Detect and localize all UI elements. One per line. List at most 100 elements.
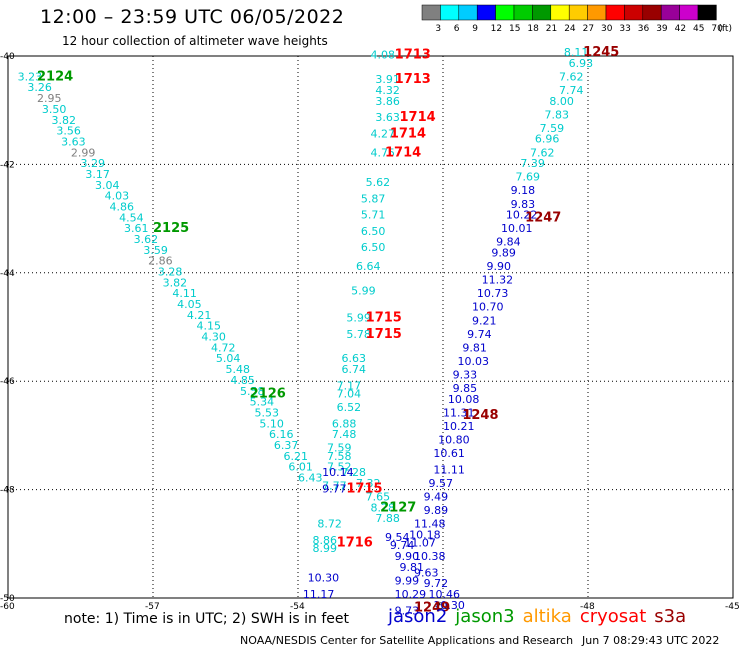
corner-tick-label: -60 — [0, 602, 15, 612]
swh-value-label: 9.90 — [487, 260, 512, 273]
swh-value-label: 7.39 — [520, 157, 545, 170]
swh-value-label: 6.50 — [361, 225, 386, 238]
colorbar-tick-label: 70 — [711, 24, 723, 34]
time-label: 1248 — [462, 408, 498, 423]
y-tick-label: -46 — [0, 377, 15, 387]
swh-value-label: 3.29 — [81, 157, 106, 170]
swh-value-label: 7.32 — [356, 477, 381, 490]
y-tick-label: -44 — [0, 269, 15, 279]
colorbar-swatch — [679, 4, 699, 21]
time-label: 1245 — [583, 45, 619, 60]
swh-value-label: 4.15 — [197, 320, 222, 333]
swh-value-label: 6.16 — [269, 428, 294, 441]
swh-value-label: 9.84 — [496, 236, 520, 249]
swh-value-label: 4.08 — [371, 49, 396, 62]
swh-value-label: 10.29 — [395, 588, 427, 601]
note-text: note: 1) Time is in UTC; 2) SWH is in fe… — [64, 611, 350, 627]
swh-value-label: 5.04 — [216, 352, 241, 365]
swh-value-label: 7.69 — [516, 171, 541, 184]
colorbar-tick-label: 36 — [638, 24, 650, 34]
swh-value-label: 6.52 — [337, 401, 362, 414]
swh-value-label: 3.23 — [18, 70, 42, 83]
swh-value-label: 6.21 — [284, 450, 309, 463]
colorbar-unit-label: (ft) — [718, 24, 732, 34]
swh-value-label: 9.89 — [491, 247, 516, 260]
time-label: 1715 — [366, 311, 402, 326]
colorbar-swatch — [476, 4, 496, 21]
swh-value-label: 10.70 — [472, 301, 504, 314]
colorbar-tick-label: 6 — [454, 24, 460, 34]
swh-value-label: 10.30 — [308, 572, 340, 585]
colorbar-swatch — [605, 4, 625, 21]
satellite-legend: jason2 jason3 altika cryosat s3a — [388, 606, 694, 627]
swh-value-label: 10.22 — [506, 209, 538, 222]
swh-value-label: 9.33 — [453, 368, 478, 381]
swh-value-label: 9.74 — [390, 539, 415, 552]
colorbar-tick-label: 21 — [546, 24, 557, 34]
swh-value-label: 5.10 — [259, 417, 284, 430]
swh-value-label: 9.54 — [385, 531, 410, 544]
swh-value-label: 9.89 — [424, 504, 449, 517]
swh-value-label: 4.11 — [172, 287, 197, 300]
swh-value-label: 9.85 — [453, 382, 478, 395]
page-subtitle: 12 hour collection of altimeter wave hei… — [62, 34, 328, 48]
colorbar-swatch — [421, 4, 441, 21]
swh-value-label: 5.58 — [240, 385, 265, 398]
swh-value-label: 9.90 — [395, 550, 420, 563]
swh-value-label: 3.28 — [158, 266, 183, 279]
swh-value-label: 11.32 — [482, 274, 513, 287]
swh-value-label: 9.74 — [467, 328, 492, 341]
swh-value-label: 2.86 — [148, 255, 173, 268]
swh-value-label: 9.63 — [414, 566, 439, 579]
swh-value-label: 3.63 — [61, 135, 86, 148]
footer-timestamp: Jun 7 08:29:43 UTC 2022 — [582, 634, 720, 647]
swh-value-label: 4.85 — [230, 374, 255, 387]
swh-value-label: 6.43 — [298, 471, 323, 484]
plot-frame — [7, 55, 734, 599]
time-label: 1713 — [395, 48, 431, 63]
time-label: 1715 — [346, 481, 382, 496]
swh-value-label: 5.48 — [226, 363, 251, 376]
swh-value-label: 7.88 — [375, 512, 400, 525]
colorbar-swatch — [697, 4, 717, 21]
swh-value-label: 6.63 — [342, 352, 367, 365]
swh-value-label: 3.82 — [52, 114, 77, 127]
time-label: 1714 — [400, 110, 436, 125]
swh-value-label: 5.53 — [255, 406, 280, 419]
swh-value-label: 10.73 — [477, 287, 509, 300]
colorbar-swatch — [495, 4, 515, 21]
swh-value-label: 10.61 — [433, 447, 465, 460]
swh-value-label: 7.52 — [327, 461, 352, 474]
time-label: 1247 — [525, 210, 561, 225]
swh-value-label: 10.30 — [433, 599, 465, 612]
swh-value-label: 8.72 — [317, 518, 342, 531]
time-label: 1715 — [366, 327, 402, 342]
swh-value-label: 4.72 — [211, 341, 236, 354]
colorbar-tick-label: 27 — [583, 24, 594, 34]
swh-value-label: 10.21 — [443, 420, 475, 433]
swh-value-label: 9.49 — [424, 490, 449, 503]
footer-credit: NOAA/NESDIS Center for Satellite Applica… — [240, 634, 574, 647]
swh-value-label: 5.99 — [346, 312, 371, 325]
y-tick-label: -42 — [0, 160, 15, 170]
colorbar-swatch — [532, 4, 552, 21]
swh-value-label: 5.34 — [250, 396, 275, 409]
y-tick-label: -40 — [0, 52, 15, 62]
swh-value-label: 9.99 — [395, 574, 420, 587]
colorbar-tick-label: 18 — [527, 24, 539, 34]
swh-value-label: 6.96 — [535, 133, 560, 146]
swh-value-label: 7.17 — [337, 379, 362, 392]
swh-value-label: 4.86 — [110, 200, 135, 213]
swh-value-label: 3.56 — [56, 125, 80, 138]
swh-value-label: 3.63 — [375, 111, 400, 124]
swh-value-label: 11.31 — [443, 406, 475, 419]
swh-value-label: 10.03 — [458, 355, 490, 368]
swh-value-label: 7.58 — [327, 450, 352, 463]
y-tick-label: -50 — [0, 594, 15, 604]
swh-value-label: 9.73 — [395, 604, 420, 617]
swh-value-label: 7.48 — [332, 428, 357, 441]
legend-satellite-cryosat: cryosat — [579, 606, 647, 627]
swh-value-label: 5.62 — [366, 176, 391, 189]
swh-value-label: 7.62 — [530, 146, 555, 159]
colorbar-tick-label: 45 — [693, 24, 704, 34]
